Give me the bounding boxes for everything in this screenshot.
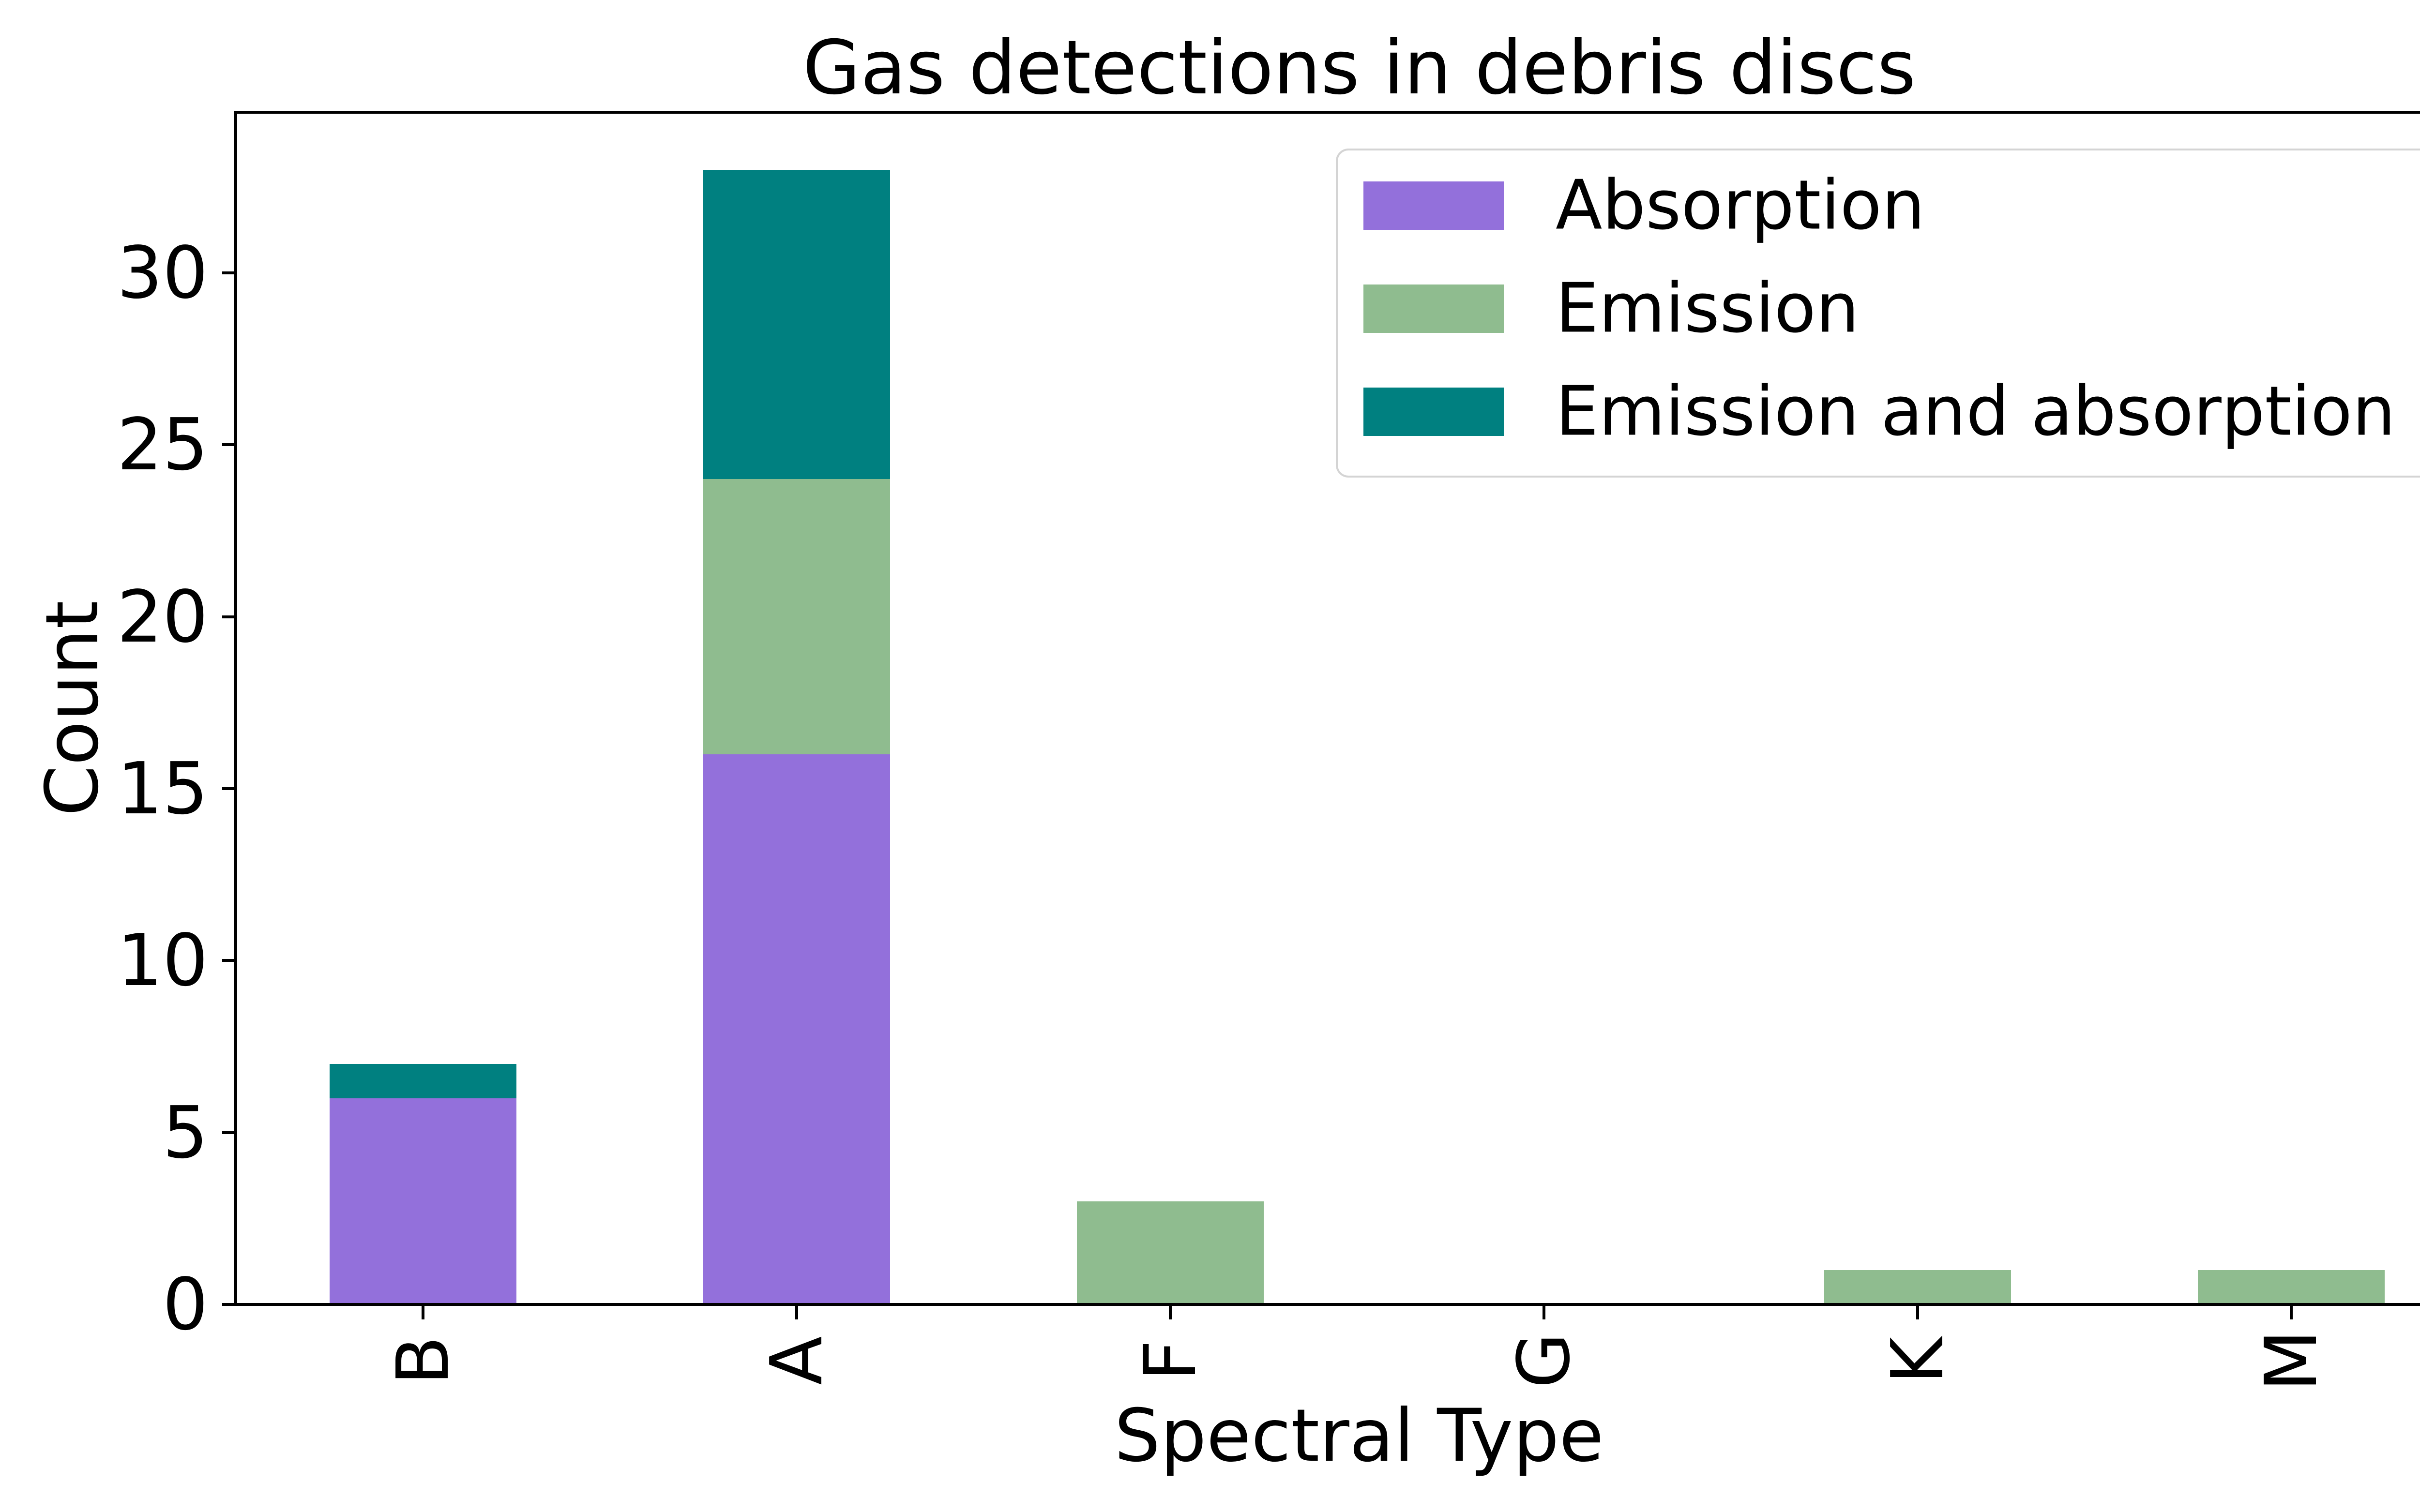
y-tick-5 (222, 1131, 236, 1134)
x-tick-G (1543, 1306, 1545, 1319)
x-tick-label-M: M (2250, 1330, 2333, 1392)
y-tick-label-30: 30 (117, 231, 208, 314)
plot-area (236, 112, 2420, 1304)
bar-segment-A-emission-and-absorption (703, 169, 890, 479)
x-axis-label: Spectral Type (1114, 1394, 1604, 1478)
legend-swatch-emission-and-absorption (1363, 388, 1504, 436)
y-tick-25 (222, 443, 236, 447)
x-tick-F (1169, 1306, 1172, 1319)
bar-segment-A-emission (703, 479, 890, 754)
y-tick-label-5: 5 (162, 1091, 208, 1174)
x-tick-B (422, 1306, 424, 1319)
bar-segment-M-emission (2198, 1270, 2385, 1304)
bar-segment-F-emission (1077, 1201, 1264, 1304)
y-tick-0 (222, 1303, 236, 1306)
x-tick-K (1916, 1306, 1919, 1319)
x-tick-M (2290, 1306, 2293, 1319)
chart-title: Gas detections in debris discs (802, 25, 1916, 111)
legend-label-emission-and-absorption: Emission and absorption (1556, 372, 2396, 451)
x-tick-A (795, 1306, 798, 1319)
y-tick-label-15: 15 (117, 747, 208, 830)
x-tick-label-A: A (755, 1336, 838, 1385)
bar-segment-K-emission (1824, 1270, 2011, 1304)
y-axis-label: Count (30, 600, 115, 816)
y-tick-label-20: 20 (117, 575, 208, 659)
x-tick-label-B: B (381, 1336, 465, 1385)
legend-swatch-absorption (1363, 181, 1504, 230)
legend-label-absorption: Absorption (1556, 165, 1925, 245)
y-tick-15 (222, 787, 236, 790)
y-tick-20 (222, 615, 236, 618)
bar-segment-B-emission-and-absorption (330, 1063, 516, 1098)
x-tick-label-K: K (1876, 1337, 1959, 1384)
x-tick-label-G: G (1502, 1332, 1586, 1389)
bar-segment-B-absorption (330, 1098, 516, 1304)
bar-segment-A-absorption (703, 754, 890, 1304)
y-tick-label-0: 0 (162, 1263, 208, 1346)
legend-swatch-emission (1363, 284, 1504, 333)
y-tick-label-25: 25 (117, 403, 208, 487)
legend-label-emission: Emission (1556, 269, 1860, 348)
y-tick-30 (222, 271, 236, 274)
y-tick-label-10: 10 (117, 919, 208, 1003)
x-tick-label-F: F (1129, 1340, 1212, 1381)
y-tick-10 (222, 959, 236, 962)
legend: Absorption Emission Emission and absorptio… (1336, 149, 2420, 478)
